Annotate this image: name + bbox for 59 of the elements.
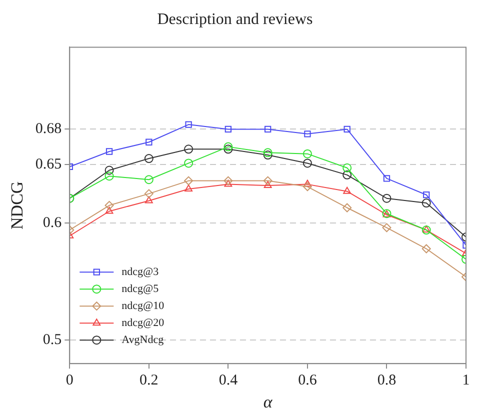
point — [144, 154, 154, 164]
x-tick-label: 0 — [66, 372, 74, 389]
y-tick-label: 0.68 — [35, 121, 62, 138]
point — [184, 176, 194, 186]
x-tick-label: 0.6 — [298, 372, 318, 389]
x-axis-title: α — [263, 392, 274, 412]
x-tick-label: 0.4 — [218, 372, 238, 389]
point — [184, 144, 194, 154]
point — [422, 244, 431, 254]
point — [263, 176, 272, 186]
point — [144, 189, 154, 198]
point — [146, 138, 152, 146]
point — [224, 126, 232, 133]
point — [104, 172, 114, 181]
chart-title: Description and reviews — [157, 10, 313, 28]
point — [264, 180, 272, 188]
point — [342, 163, 352, 172]
y-tick-label: 0.65 — [35, 156, 62, 172]
point — [423, 192, 430, 198]
point — [184, 158, 194, 168]
point — [104, 166, 114, 175]
point — [106, 148, 113, 155]
point — [184, 184, 193, 192]
point — [263, 148, 272, 158]
point — [342, 170, 352, 180]
point — [344, 126, 350, 133]
legend-label: AvgNdcg — [122, 334, 164, 346]
point — [224, 180, 232, 187]
point — [263, 150, 272, 160]
point — [264, 126, 272, 133]
x-tick-label: 1 — [462, 372, 470, 389]
legend-label: ndcg@3 — [122, 266, 160, 278]
y-axis-title: NDCG — [8, 181, 27, 230]
point — [224, 144, 233, 154]
point — [144, 196, 153, 204]
point — [342, 203, 352, 212]
point — [302, 158, 312, 168]
point — [224, 142, 233, 152]
x-tick-label: 0.2 — [140, 372, 158, 389]
point — [302, 182, 312, 192]
point — [304, 130, 311, 138]
x-tick-label: 0.8 — [377, 372, 396, 389]
point — [302, 149, 312, 158]
point — [343, 186, 352, 194]
point — [383, 175, 390, 182]
point — [105, 206, 114, 214]
y-tick-label: 0.5 — [42, 332, 62, 348]
point — [185, 121, 192, 128]
y-tick-label: 0.6 — [42, 214, 62, 231]
point — [422, 226, 431, 235]
legend-label: ndcg@20 — [122, 316, 165, 329]
point — [382, 223, 392, 232]
point — [144, 175, 154, 184]
legend-label: ndcg@10 — [122, 300, 165, 312]
legend-label: ndcg@5 — [122, 282, 160, 295]
point — [104, 200, 114, 210]
point — [422, 198, 431, 208]
point — [382, 194, 392, 203]
point — [224, 176, 233, 186]
